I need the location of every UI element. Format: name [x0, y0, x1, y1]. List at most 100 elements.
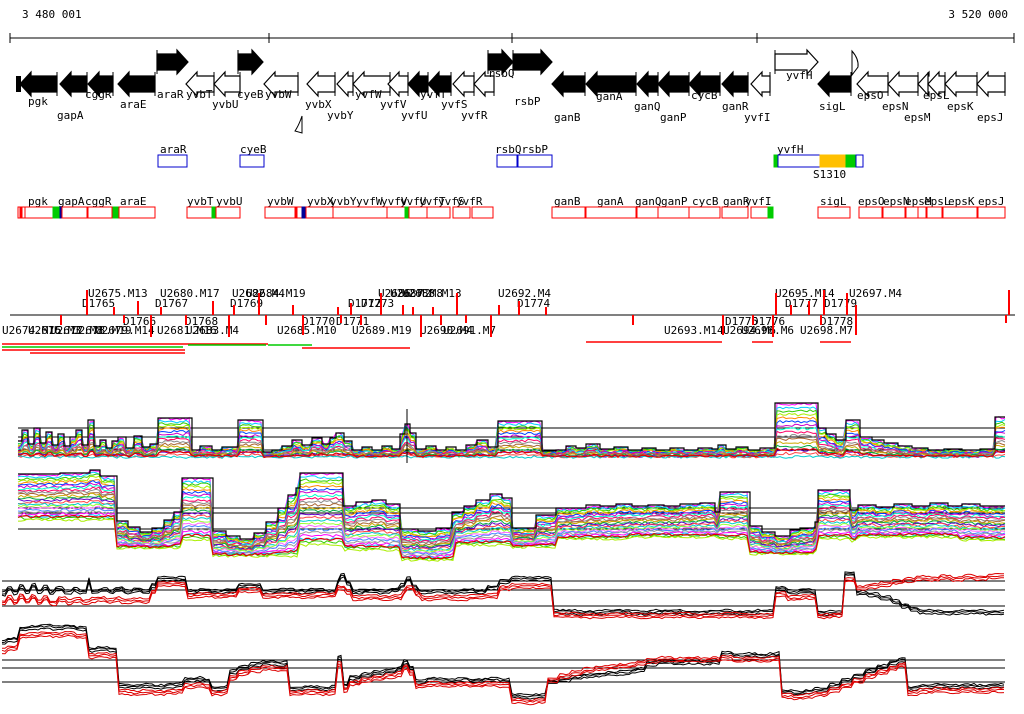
- gene-arrow-yvfI[interactable]: [750, 70, 771, 98]
- gene-box-box[interactable]: [551, 206, 586, 219]
- gene-box-box[interactable]: [305, 206, 334, 219]
- probe-label[interactable]: D1776: [752, 315, 785, 328]
- gene-arrow-araR[interactable]: [156, 48, 189, 76]
- gene-box-label[interactable]: cggR: [85, 195, 112, 208]
- gene-arrow-ganP[interactable]: [657, 70, 690, 98]
- gene-box-box[interactable]: [750, 206, 769, 219]
- gene-label-cycB[interactable]: cycB: [691, 89, 718, 102]
- gene-label-yvfR[interactable]: yvfR: [461, 109, 488, 122]
- gene-box-box[interactable]: [61, 206, 88, 219]
- gene-arrow-pgk[interactable]: [19, 70, 58, 98]
- feature-box[interactable]: [157, 154, 188, 168]
- gene-box-label[interactable]: ganR: [723, 195, 750, 208]
- gene-box-box[interactable]: [917, 206, 927, 219]
- gene-box-green[interactable]: [404, 206, 410, 219]
- probe-label[interactable]: U2681.M16: [157, 324, 217, 337]
- gene-label-rsbP[interactable]: rsbP: [514, 95, 541, 108]
- gene-box-box[interactable]: [471, 206, 494, 219]
- gene-box-box[interactable]: [296, 206, 303, 219]
- gene-arrow-yvbY[interactable]: [336, 70, 354, 98]
- gene-box-box[interactable]: [905, 206, 919, 219]
- feature-box[interactable]: [517, 154, 553, 168]
- gene-label-pgk[interactable]: pgk: [28, 95, 48, 108]
- gene-box-label[interactable]: pgk: [28, 195, 48, 208]
- gene-label-yvbW[interactable]: yvbW: [265, 88, 292, 101]
- feature-label-s1310[interactable]: S1310: [813, 168, 846, 181]
- probe-label[interactable]: D1770: [302, 315, 335, 328]
- probe-label[interactable]: D1765: [82, 297, 115, 310]
- gene-label-epsM[interactable]: epsM: [904, 111, 931, 124]
- gene-arrow-epsJ[interactable]: [976, 70, 1006, 98]
- gene-label-epsO[interactable]: epsO: [857, 89, 884, 102]
- feature-segment-white[interactable]: [777, 154, 821, 168]
- gene-arrow-ganR[interactable]: [721, 70, 749, 98]
- gene-arrow-gapA[interactable]: [59, 70, 88, 98]
- probe-label[interactable]: D1775: [725, 315, 758, 328]
- gene-label-yvfH[interactable]: yvfH: [786, 69, 813, 82]
- expression-panel-c[interactable]: [2, 556, 1005, 636]
- probe-label[interactable]: U2678.M19: [72, 324, 132, 337]
- gene-box-box[interactable]: [636, 206, 659, 219]
- gene-label-yvbU[interactable]: yvbU: [212, 98, 239, 111]
- gene-box-label[interactable]: epsN: [883, 195, 910, 208]
- gene-box-box[interactable]: [721, 206, 749, 219]
- gene-label-rsbQ[interactable]: rsbQ: [488, 67, 515, 80]
- gene-box-box[interactable]: [186, 206, 213, 219]
- gene-box-label[interactable]: sigL: [820, 195, 847, 208]
- gene-label-gapA[interactable]: gapA: [57, 109, 84, 122]
- gene-label-araR[interactable]: araR: [157, 88, 184, 101]
- gene-box-box[interactable]: [657, 206, 690, 219]
- gene-box-label[interactable]: yvfI: [745, 195, 772, 208]
- probe-label[interactable]: U2695.M14: [775, 287, 835, 300]
- gene-box-label[interactable]: yvbX: [307, 195, 334, 208]
- probe-label[interactable]: U2691.M7: [443, 324, 496, 337]
- feature-label[interactable]: yvfH: [777, 143, 804, 156]
- probe-label[interactable]: U2696.M6: [741, 324, 794, 337]
- probe-label[interactable]: U2674.M15: [2, 324, 62, 337]
- probe-label[interactable]: U2692.M4: [498, 287, 551, 300]
- gene-box-box[interactable]: [332, 206, 388, 219]
- gene-box-label[interactable]: yvfR: [456, 195, 483, 208]
- probe-label[interactable]: U2676.M3: [28, 324, 81, 337]
- gene-box-label[interactable]: ganP: [661, 195, 688, 208]
- gene-box-label[interactable]: yvfU: [400, 195, 427, 208]
- gene-box-box[interactable]: [118, 206, 156, 219]
- probe-label[interactable]: U2680.M17: [160, 287, 220, 300]
- gene-box-label[interactable]: yvbU: [216, 195, 243, 208]
- gene-box-box[interactable]: [688, 206, 721, 219]
- gene-label-yvfT[interactable]: yvfT: [420, 88, 447, 101]
- gene-label-yvfI[interactable]: yvfI: [744, 111, 771, 124]
- gene-arrow-araE[interactable]: [117, 70, 156, 98]
- gene-label-yvbY[interactable]: yvbY: [327, 109, 354, 122]
- probe-label[interactable]: U2688.M13: [402, 287, 462, 300]
- gene-box-box[interactable]: [977, 206, 1006, 219]
- gene-box-box[interactable]: [408, 206, 428, 219]
- probe-label[interactable]: U2694.M6: [723, 324, 776, 337]
- gene-arrow-ganB[interactable]: [551, 70, 586, 98]
- gene-box-label[interactable]: epsL: [924, 195, 951, 208]
- gene-label-epsJ[interactable]: epsJ: [977, 111, 1004, 124]
- gene-arrow-sigL[interactable]: [817, 70, 852, 98]
- gene-label-sigL[interactable]: sigL: [819, 100, 846, 113]
- gene-box-label[interactable]: epsK: [948, 195, 975, 208]
- gene-arrow-ganQ[interactable]: [636, 70, 659, 98]
- gene-box-label[interactable]: yvbW: [267, 195, 294, 208]
- gene-label-epsK[interactable]: epsK: [947, 100, 974, 113]
- gene-label-yvbT[interactable]: yvbT: [186, 88, 213, 101]
- gene-label-ganP[interactable]: ganP: [660, 111, 687, 124]
- gene-box-box[interactable]: [817, 206, 851, 219]
- gene-box-box[interactable]: [452, 206, 471, 219]
- gene-box-box[interactable]: [264, 206, 296, 219]
- gene-box-green[interactable]: [211, 206, 217, 219]
- gene-label-ganQ[interactable]: ganQ: [634, 100, 661, 113]
- gene-label-epsN[interactable]: epsN: [882, 100, 909, 113]
- gene-label-cyeB[interactable]: cyeB: [237, 88, 264, 101]
- probe-label[interactable]: U2697.M4: [849, 287, 902, 300]
- gene-box-label[interactable]: yvfS: [438, 195, 465, 208]
- gene-box-label[interactable]: ganA: [597, 195, 624, 208]
- probe-label[interactable]: U2677.M8: [50, 324, 103, 337]
- probe-label[interactable]: U2685.M10: [277, 324, 337, 337]
- gene-arrow-yvfV[interactable]: [387, 70, 409, 98]
- gene-box-box[interactable]: [942, 206, 978, 219]
- gene-box-label[interactable]: yvbY: [330, 195, 357, 208]
